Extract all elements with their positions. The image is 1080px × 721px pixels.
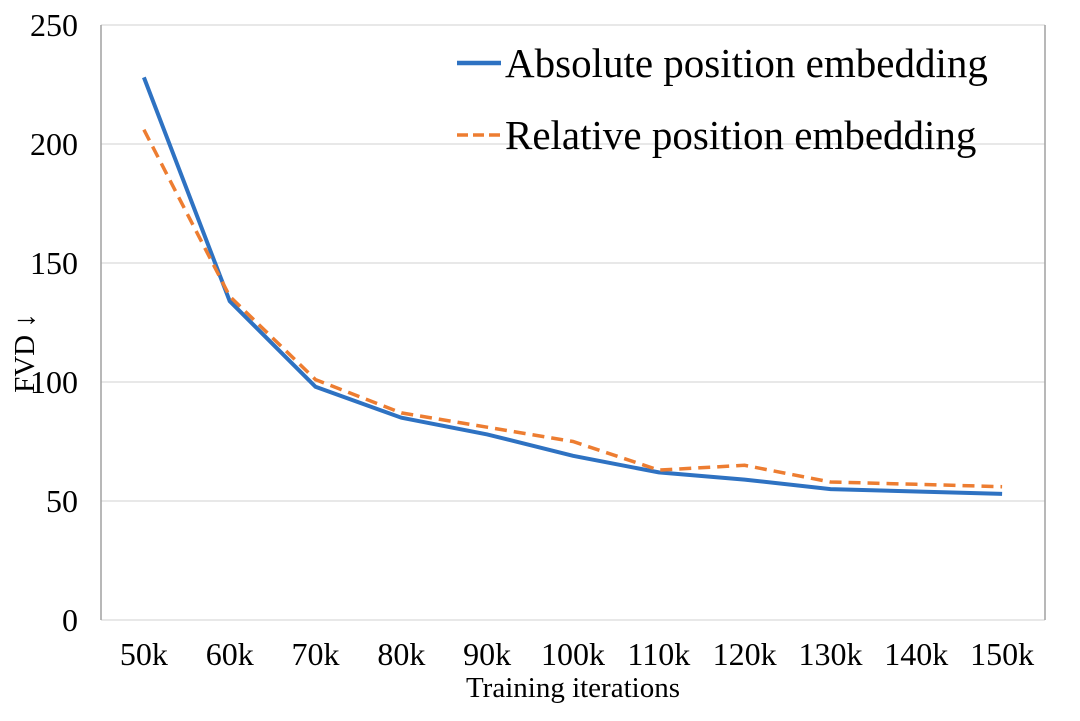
legend-label-relative: Relative position embedding (505, 112, 977, 158)
legend-item-absolute: Absolute position embedding (456, 27, 988, 99)
x-tick-label: 100k (541, 636, 605, 672)
y-tick-label: 200 (30, 126, 78, 162)
legend-label-absolute: Absolute position embedding (505, 40, 988, 86)
legend: Absolute position embedding Relative pos… (456, 27, 988, 171)
x-tick-label: 60k (205, 636, 254, 672)
x-axis-title: Training iterations (465, 672, 680, 704)
y-tick-label: 0 (62, 602, 78, 638)
legend-line-solid-icon (457, 60, 501, 66)
y-tick-label: 250 (30, 7, 78, 43)
legend-item-relative: Relative position embedding (456, 99, 988, 171)
y-axis-title: FVD ↓ (9, 313, 41, 393)
x-tick-label: 130k (798, 636, 863, 672)
x-tick-label: 70k (291, 636, 340, 672)
legend-line-dashed-icon (457, 133, 501, 137)
x-tick-label: 120k (712, 636, 777, 672)
series-line-relative-position-embedding (142, 128, 1003, 489)
x-tick-label: 50k (119, 636, 168, 672)
x-tick-label: 150k (970, 636, 1035, 672)
y-tick-label: 100 (30, 364, 78, 400)
x-tick-label: 140k (884, 636, 949, 672)
series-line-absolute-position-embedding (142, 76, 1003, 496)
x-tick-label: 90k (463, 636, 512, 672)
y-tick-label: 150 (30, 245, 78, 281)
y-tick-label: 50 (46, 483, 78, 519)
x-tick-label: 110k (627, 636, 691, 672)
x-tick-label: 80k (377, 636, 426, 672)
